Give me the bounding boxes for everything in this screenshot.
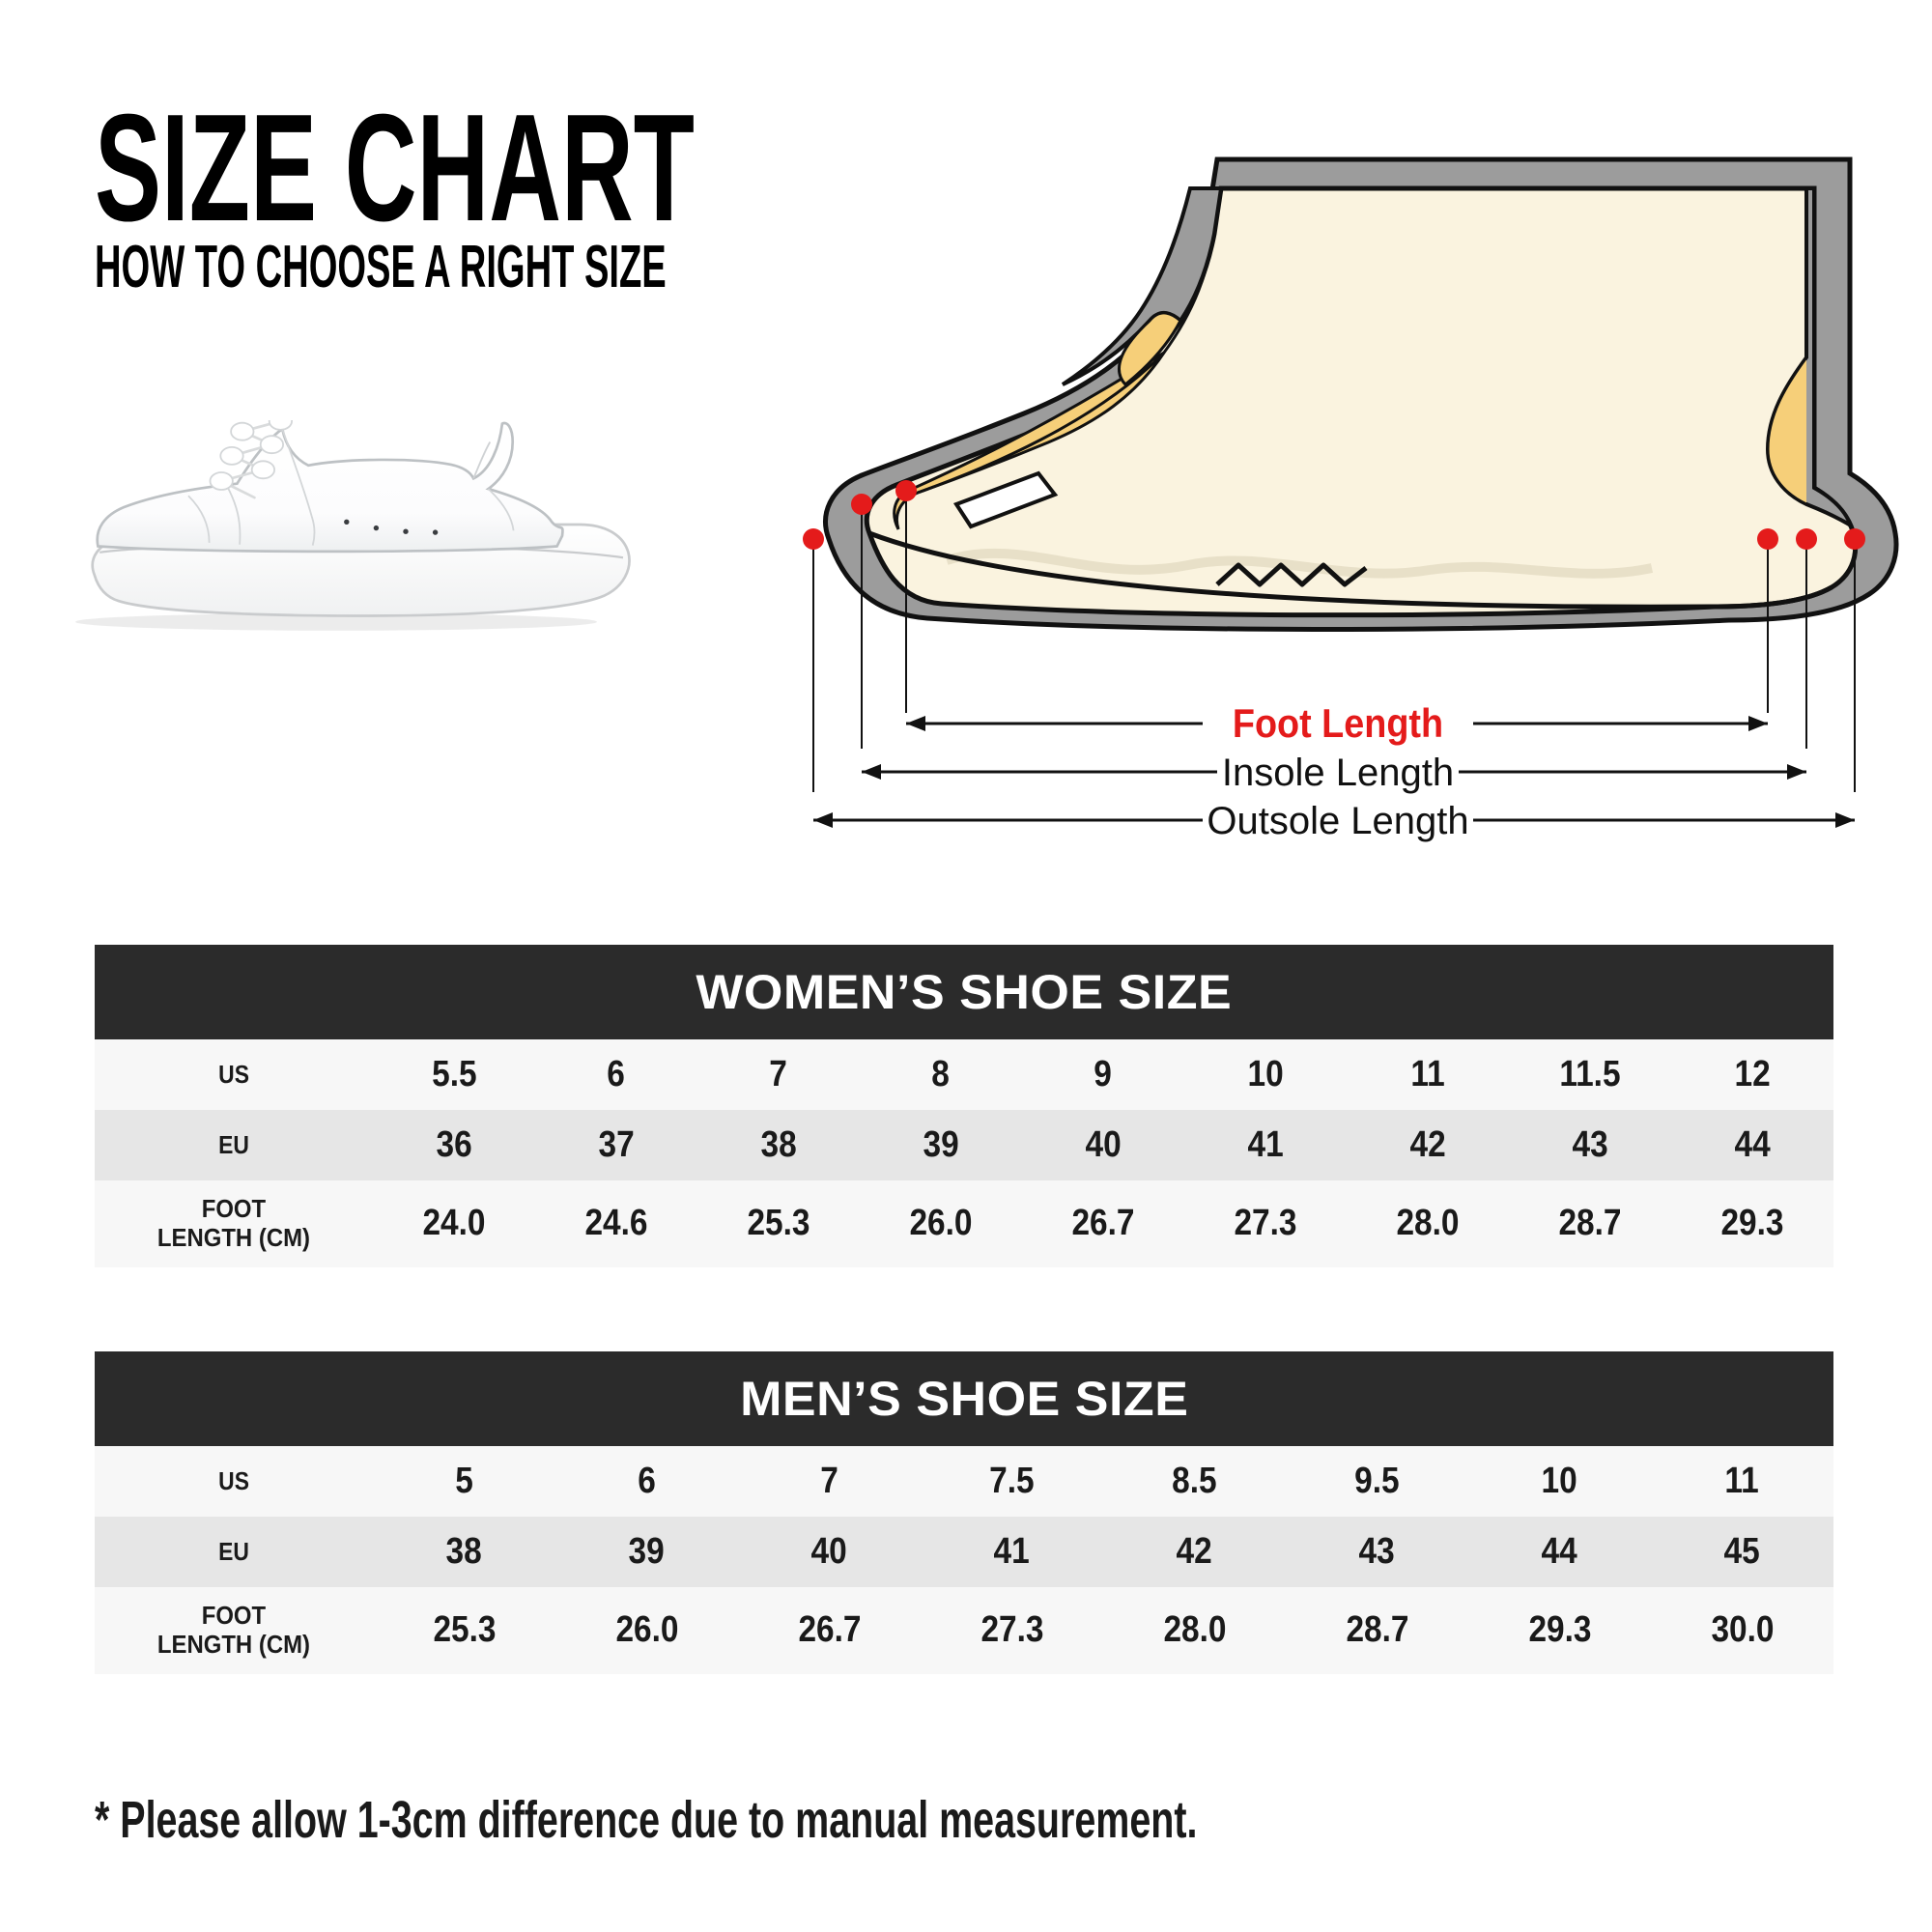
svg-text:Outsole Length: Outsole Length (1207, 800, 1468, 842)
svg-text:Insole Length: Insole Length (1222, 752, 1454, 794)
svg-text:Foot Length: Foot Length (1233, 701, 1443, 746)
